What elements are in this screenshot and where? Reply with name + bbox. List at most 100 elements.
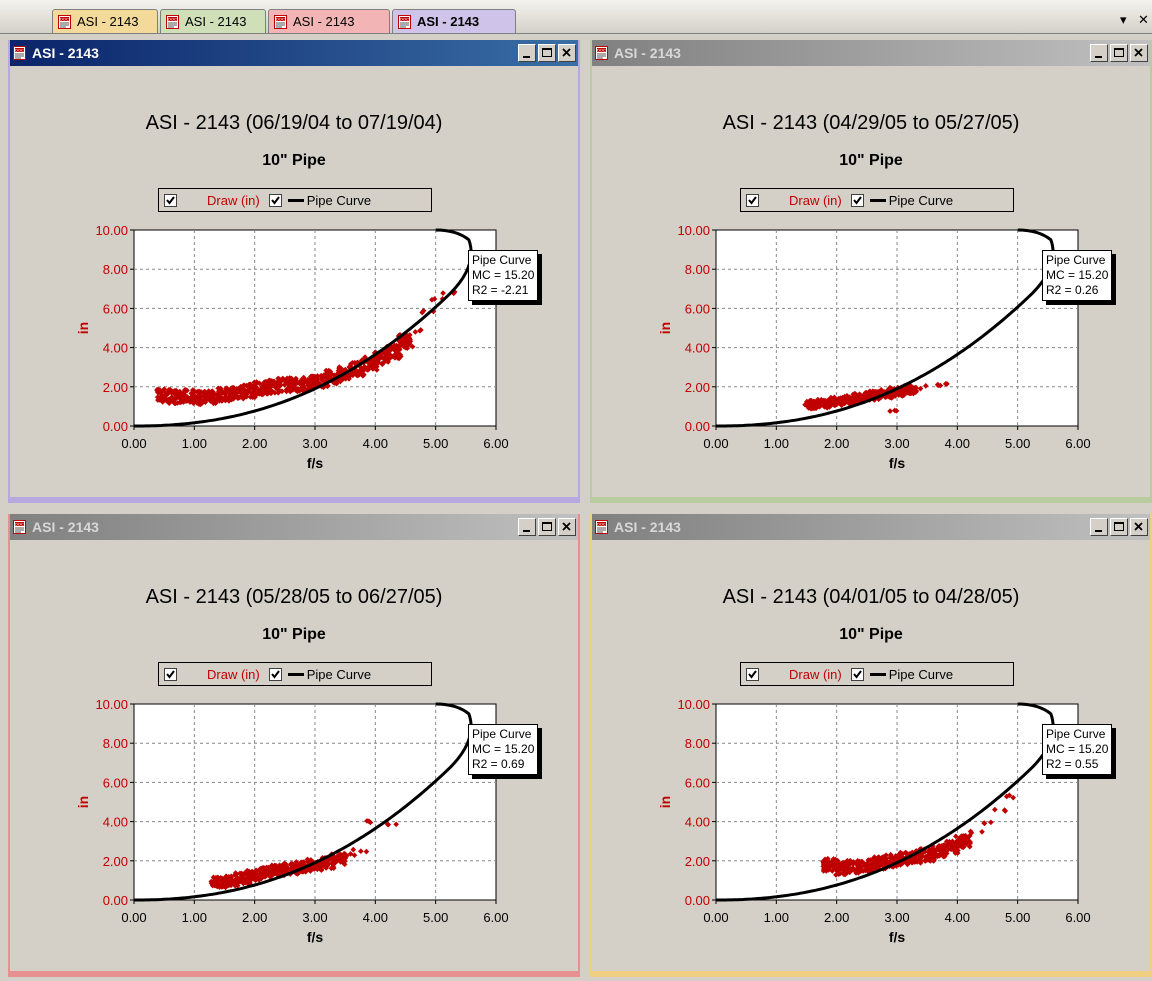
window-title-bar[interactable]: DOC ASI - 2143 [8, 514, 580, 540]
x-tick-label: 5.00 [423, 910, 448, 925]
draw-point [887, 851, 894, 858]
x-tick-label: 4.00 [363, 910, 388, 925]
draw-point [247, 872, 254, 879]
draw-point [294, 379, 301, 386]
draw-point [258, 391, 265, 398]
draw-point [966, 843, 973, 850]
draw-point [892, 853, 899, 859]
x-tick-label: 4.00 [945, 436, 970, 451]
draw-point [316, 862, 323, 869]
x-axis-label: f/s [889, 455, 906, 471]
maximize-button[interactable] [1110, 518, 1128, 536]
legend-line-swatch [869, 672, 886, 676]
pipe-curve-checkbox[interactable] [268, 667, 282, 681]
draw-point [207, 397, 213, 404]
draw-point [219, 395, 225, 402]
close-button[interactable] [558, 518, 576, 536]
draw-point [870, 856, 876, 862]
tab-list-dropdown-icon[interactable]: ▾ [1120, 12, 1127, 27]
draw-point [406, 335, 413, 342]
x-axis-label: f/s [307, 929, 324, 945]
x-tick-label: 2.00 [242, 436, 267, 451]
draw-point [253, 380, 260, 386]
draw-point [397, 353, 404, 360]
draw-point [253, 867, 259, 874]
draw-point [247, 382, 254, 389]
document-tab-active[interactable]: DOC ASI - 2143 [392, 9, 516, 33]
x-axis-label: f/s [307, 455, 324, 471]
document-tab[interactable]: DOC ASI - 2143 [160, 9, 266, 33]
draw-point [913, 384, 919, 391]
close-button[interactable] [1130, 518, 1148, 536]
chart-window[interactable]: DOC ASI - 2143 ASI - 2143 (05/28/05 to 0… [8, 514, 580, 977]
svg-text:DOC: DOC [597, 47, 606, 52]
draw-point [230, 395, 237, 402]
draw-point [945, 845, 951, 852]
draw-point [310, 373, 317, 380]
draw-series-checkbox[interactable] [746, 193, 759, 207]
draw-point [858, 396, 864, 403]
draw-point [417, 327, 424, 333]
draw-point [312, 381, 319, 388]
y-tick-label: 2.00 [103, 380, 128, 395]
draw-point [330, 865, 337, 871]
draw-series-checkbox[interactable] [164, 667, 177, 681]
y-tick-label: 6.00 [103, 775, 128, 790]
x-tick-label: 5.00 [1005, 910, 1030, 925]
chart-window[interactable]: DOC ASI - 2143 ASI - 2143 (04/29/05 to 0… [590, 40, 1152, 503]
legend-draw-label: Draw (in) [789, 192, 842, 208]
document-icon: DOC [398, 14, 411, 29]
draw-point [271, 866, 278, 873]
pipe-curve-checkbox[interactable] [850, 667, 864, 681]
x-tick-label: 6.00 [483, 436, 508, 451]
draw-point [281, 382, 288, 388]
chart-window[interactable]: DOC ASI - 2143 ASI - 2143 (06/19/04 to 0… [8, 40, 580, 503]
legend-draw-label: Draw (in) [207, 666, 260, 682]
close-icon [562, 522, 571, 531]
window-title-bar[interactable]: DOC ASI - 2143 [8, 40, 580, 66]
draw-point [179, 391, 185, 398]
close-button[interactable] [558, 44, 576, 62]
window-title-bar[interactable]: DOC ASI - 2143 [590, 514, 1152, 540]
chart-window[interactable]: DOC ASI - 2143 ASI - 2143 (04/01/05 to 0… [590, 514, 1152, 977]
x-axis-label: f/s [889, 929, 906, 945]
draw-series-checkbox[interactable] [164, 193, 177, 207]
pipe-curve-checkbox[interactable] [850, 193, 864, 207]
pipe-curve-checkbox[interactable] [268, 193, 282, 207]
draw-point [360, 365, 367, 372]
draw-point [226, 395, 233, 402]
draw-point [910, 857, 917, 864]
minimize-button[interactable] [1090, 44, 1108, 62]
draw-point [202, 395, 209, 401]
x-tick-label: 0.00 [121, 910, 146, 925]
document-tab[interactable]: DOC ASI - 2143 [268, 9, 390, 33]
draw-point [882, 855, 889, 862]
window-title-bar[interactable]: DOC ASI - 2143 [590, 40, 1152, 66]
y-tick-label: 2.00 [685, 854, 710, 869]
draw-point [1001, 807, 1008, 813]
draw-series-checkbox[interactable] [746, 667, 759, 681]
minimize-button[interactable] [518, 44, 536, 62]
y-axis-label: in [75, 322, 91, 334]
draw-point [287, 386, 294, 393]
draw-point [981, 820, 988, 827]
draw-point [952, 847, 958, 854]
draw-point [814, 399, 821, 406]
stats-mc: MC = 15.20 [1046, 268, 1109, 282]
document-tab[interactable]: DOC ASI - 2143 [52, 9, 158, 33]
close-button[interactable] [1130, 44, 1148, 62]
draw-point [339, 859, 346, 865]
draw-point [930, 852, 937, 859]
maximize-button[interactable] [538, 44, 556, 62]
checkmark-icon [748, 195, 757, 205]
y-tick-label: 2.00 [103, 854, 128, 869]
minimize-button[interactable] [1090, 518, 1108, 536]
close-document-icon[interactable]: ✕ [1138, 12, 1149, 27]
maximize-icon [542, 522, 552, 531]
minimize-button[interactable] [518, 518, 536, 536]
maximize-button[interactable] [538, 518, 556, 536]
maximize-button[interactable] [1110, 44, 1128, 62]
document-icon: DOC [595, 46, 608, 60]
draw-point [171, 400, 178, 406]
maximize-icon [542, 48, 552, 57]
